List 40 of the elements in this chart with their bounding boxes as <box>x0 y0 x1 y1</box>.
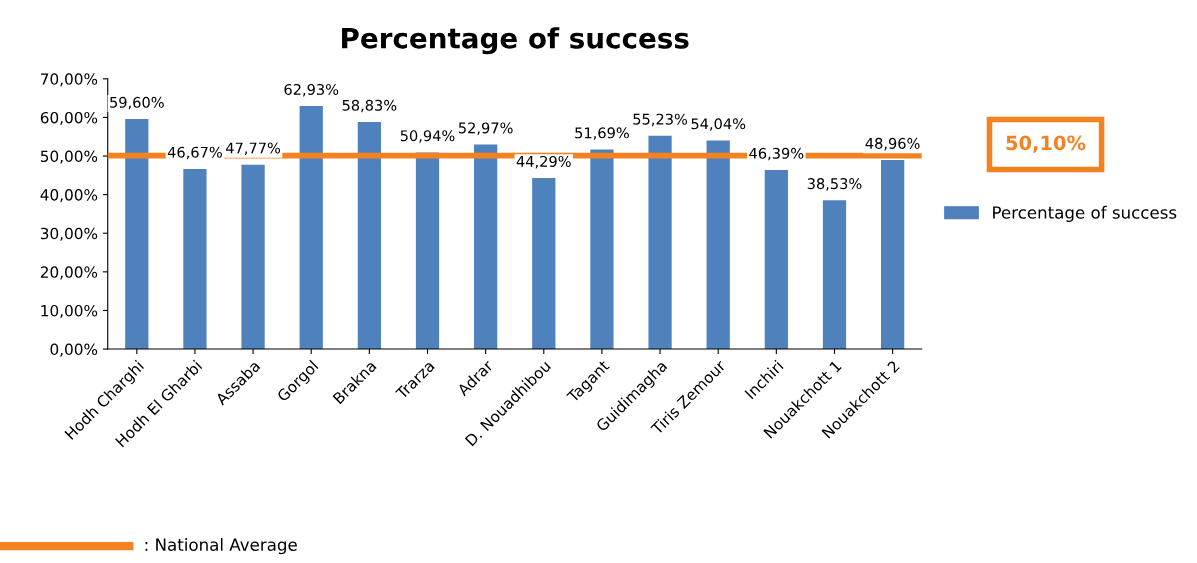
y-tick-label: 10,00% <box>41 304 98 319</box>
data-label: 52,97% <box>458 122 513 135</box>
y-tick-label: 40,00% <box>40 189 98 203</box>
bar <box>357 121 381 350</box>
y-tick-label: 50,00% <box>40 150 98 164</box>
y-tick-label: 70,00% <box>41 73 98 87</box>
bar <box>532 178 556 350</box>
data-label: 38,53% <box>807 178 862 191</box>
data-label: 47,77% <box>225 142 281 155</box>
y-tick-label: 20,00% <box>40 266 98 280</box>
data-label: 55,23% <box>633 113 688 127</box>
data-label: 50,94% <box>400 130 455 143</box>
bar <box>764 169 788 350</box>
bar <box>706 140 730 350</box>
bar <box>415 152 440 350</box>
bar <box>822 200 847 350</box>
data-label: 51,69% <box>575 127 629 140</box>
ref-line-label: 50,10% <box>1006 135 1086 153</box>
data-label: 48,96% <box>865 137 920 151</box>
data-label: 46,39% <box>749 147 804 161</box>
bar <box>880 160 905 350</box>
bar <box>125 118 149 350</box>
y-tick-label: 30,00% <box>40 227 98 241</box>
y-tick-label: 0,00% <box>50 343 98 357</box>
bar <box>590 149 614 350</box>
legend-label: Percentage of success <box>993 205 1177 223</box>
text: : National Average <box>145 538 297 555</box>
chart-title: Percentage of success <box>342 27 689 55</box>
data-label: 44,29% <box>516 155 571 169</box>
bar <box>183 168 207 350</box>
data-label: 59,60% <box>110 96 164 110</box>
bar <box>299 106 323 350</box>
bar <box>474 144 498 350</box>
data-label: 54,04% <box>691 118 746 131</box>
data-label: 46,67% <box>167 146 222 160</box>
bar <box>241 164 265 350</box>
data-label: 58,83% <box>342 99 397 113</box>
bar <box>648 135 672 350</box>
y-tick-label: 60,00% <box>40 111 98 126</box>
data-label: 62,93% <box>284 83 339 97</box>
